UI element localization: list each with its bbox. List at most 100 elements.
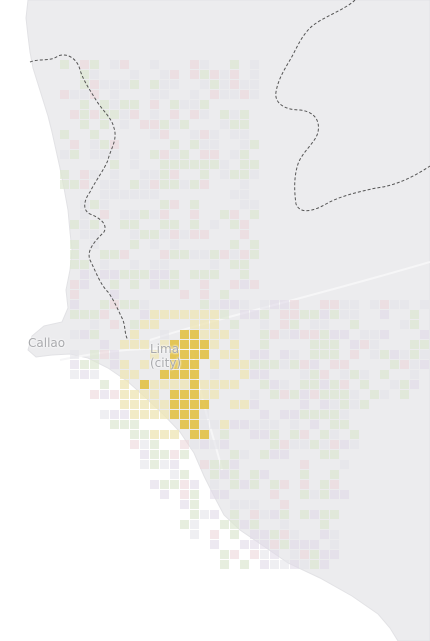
grid-cell — [370, 330, 379, 339]
grid-cell — [150, 60, 159, 69]
grid-cell — [180, 420, 189, 429]
grid-cell — [240, 560, 249, 569]
grid-cell — [110, 300, 119, 309]
grid-cell — [130, 220, 139, 229]
grid-cell — [230, 150, 239, 159]
grid-cell — [130, 320, 139, 329]
grid-cell — [350, 350, 359, 359]
grid-cell — [210, 160, 219, 169]
grid-cell — [280, 380, 289, 389]
grid-cell — [290, 310, 299, 319]
grid-cell — [350, 390, 359, 399]
grid-cell — [290, 560, 299, 569]
grid-cell — [110, 320, 119, 329]
grid-cell — [220, 250, 229, 259]
grid-cell — [190, 500, 199, 509]
grid-cell — [240, 80, 249, 89]
grid-cell — [80, 280, 89, 289]
grid-cell — [280, 530, 289, 539]
grid-cell — [90, 270, 99, 279]
grid-cell — [90, 150, 99, 159]
grid-cell — [220, 350, 229, 359]
grid-cell — [300, 360, 309, 369]
grid-cell — [110, 390, 119, 399]
grid-cell — [240, 360, 249, 369]
grid-cell — [90, 110, 99, 119]
grid-cell — [220, 330, 229, 339]
grid-cell — [250, 500, 259, 509]
grid-cell — [170, 470, 179, 479]
grid-cell — [180, 480, 189, 489]
grid-cell — [310, 490, 319, 499]
grid-cell — [230, 500, 239, 509]
grid-cell — [260, 420, 269, 429]
grid-cell — [280, 520, 289, 529]
grid-cell — [150, 110, 159, 119]
grid-cell — [260, 450, 269, 459]
grid-cell — [90, 130, 99, 139]
grid-cell — [70, 360, 79, 369]
grid-cell — [180, 410, 189, 419]
grid-cell — [130, 110, 139, 119]
grid-cell — [220, 210, 229, 219]
grid-cell — [310, 310, 319, 319]
grid-cell — [160, 150, 169, 159]
grid-cell — [80, 180, 89, 189]
grid-cell — [130, 70, 139, 79]
grid-cell — [220, 380, 229, 389]
grid-cell — [230, 280, 239, 289]
grid-cell — [170, 140, 179, 149]
grid-cell — [250, 170, 259, 179]
grid-cell — [210, 330, 219, 339]
grid-cell — [280, 350, 289, 359]
grid-cell — [160, 370, 169, 379]
grid-cell — [320, 480, 329, 489]
grid-cell — [250, 400, 259, 409]
grid-cell — [100, 410, 109, 419]
grid-cell — [190, 420, 199, 429]
grid-cell — [70, 370, 79, 379]
grid-cell — [130, 330, 139, 339]
grid-cell — [210, 490, 219, 499]
grid-cell — [180, 400, 189, 409]
grid-cell — [200, 140, 209, 149]
grid-cell — [340, 330, 349, 339]
grid-cell — [250, 80, 259, 89]
grid-cell — [160, 480, 169, 489]
grid-cell — [230, 480, 239, 489]
grid-cell — [150, 320, 159, 329]
grid-cell — [270, 440, 279, 449]
grid-cell — [100, 260, 109, 269]
grid-cell — [250, 200, 259, 209]
grid-cell — [270, 360, 279, 369]
grid-cell — [370, 350, 379, 359]
grid-cell — [160, 380, 169, 389]
grid-cell — [300, 390, 309, 399]
grid-cell — [220, 430, 229, 439]
grid-cell — [160, 430, 169, 439]
grid-cell — [170, 120, 179, 129]
grid-cell — [250, 280, 259, 289]
grid-cell — [250, 350, 259, 359]
grid-cell — [210, 460, 219, 469]
grid-cell — [210, 420, 219, 429]
grid-cell — [240, 540, 249, 549]
grid-cell — [200, 100, 209, 109]
grid-cell — [170, 80, 179, 89]
grid-cell — [160, 230, 169, 239]
grid-cell — [360, 330, 369, 339]
grid-cell — [350, 430, 359, 439]
grid-cell — [100, 180, 109, 189]
grid-cell — [130, 160, 139, 169]
grid-cell — [150, 260, 159, 269]
grid-cell — [350, 370, 359, 379]
grid-cell — [200, 310, 209, 319]
grid-cell — [100, 270, 109, 279]
grid-cell — [160, 330, 169, 339]
grid-cell — [180, 250, 189, 259]
grid-cell — [290, 330, 299, 339]
grid-cell — [290, 360, 299, 369]
grid-cell — [210, 310, 219, 319]
grid-cell — [120, 110, 129, 119]
